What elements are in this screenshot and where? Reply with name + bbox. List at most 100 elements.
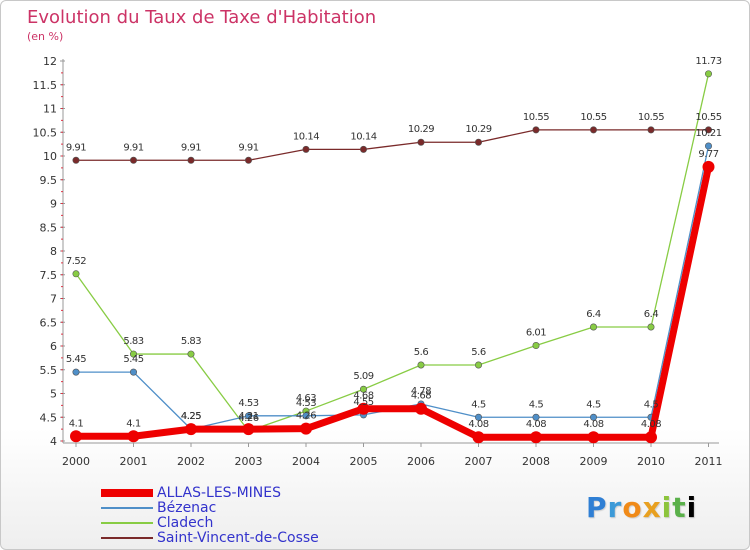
chart-title: Evolution du Taux de Taxe d'Habitation: [27, 7, 377, 28]
data-label: 11.73: [695, 56, 721, 67]
y-tick-label: 5.5: [40, 364, 58, 377]
data-label: 4.25: [181, 411, 201, 422]
data-label: 4.53: [238, 398, 258, 409]
data-point: [645, 431, 657, 444]
y-tick-label: 9.5: [40, 174, 58, 187]
data-label: 4.5: [586, 399, 601, 410]
x-tick-label: 2010: [637, 455, 665, 468]
data-point: [532, 126, 540, 134]
series-line-3: [75, 129, 710, 161]
data-label: 5.09: [353, 371, 373, 382]
legend-item-saint-vincent-de-cosse: Saint-Vincent-de-Cosse: [101, 530, 319, 546]
data-label: 6.01: [526, 328, 546, 339]
data-label: 5.45: [66, 354, 86, 365]
data-label: 4.08: [468, 419, 488, 430]
data-label: 10.14: [293, 131, 319, 142]
data-label: 6.4: [644, 309, 659, 320]
data-point: [589, 323, 597, 331]
legend-swatch: [101, 522, 153, 524]
data-label: 4.68: [411, 391, 431, 402]
data-point: [704, 142, 712, 150]
data-point: [589, 126, 597, 134]
data-point: [187, 350, 195, 358]
data-point: [417, 138, 425, 146]
x-tick-label: 2002: [177, 455, 205, 468]
y-tick-label: 11: [43, 103, 57, 116]
data-point: [357, 402, 370, 415]
data-point: [647, 323, 655, 331]
data-label: 9.77: [698, 149, 718, 160]
data-point: [647, 126, 655, 134]
legend-label: Cladech: [157, 515, 214, 531]
data-point: [359, 385, 367, 393]
data-point: [185, 423, 197, 436]
x-tick-label: 2003: [235, 455, 263, 468]
data-point: [530, 431, 542, 444]
x-tick-label: 2005: [350, 455, 378, 468]
data-label: 7.52: [66, 256, 86, 267]
data-point: [72, 156, 80, 164]
data-label: 4.5: [471, 399, 486, 410]
data-label: 4.53: [296, 398, 316, 409]
data-label: 10.21: [695, 128, 721, 139]
data-point: [72, 270, 80, 278]
data-point: [302, 145, 310, 153]
legend-label: Bézenac: [157, 500, 217, 516]
data-point: [702, 160, 715, 173]
data-label: 10.14: [350, 131, 376, 142]
data-label: 10.55: [638, 112, 664, 123]
y-tick-label: 12: [43, 55, 57, 68]
legend-item-allas-les-mines: ALLAS-LES-MINES: [101, 485, 281, 501]
data-point: [474, 413, 482, 421]
y-tick-label: 8.5: [40, 221, 58, 234]
data-label: 10.29: [465, 124, 491, 135]
brand-logo: Proxiti: [586, 491, 698, 524]
y-tick-label: 9: [50, 198, 57, 211]
x-tick-label: 2011: [695, 455, 723, 468]
data-point: [704, 126, 712, 134]
data-label: 4.5: [644, 399, 659, 410]
data-point: [589, 413, 597, 421]
y-tick-label: 7.5: [40, 269, 58, 282]
x-tick-label: 2009: [580, 455, 608, 468]
y-tick-label: 5: [50, 388, 57, 401]
data-label: 4.78: [411, 386, 431, 397]
data-label: 4.1: [69, 418, 84, 429]
data-point: [472, 431, 485, 444]
data-point: [359, 145, 367, 153]
data-point: [130, 156, 138, 164]
data-point: [300, 422, 312, 435]
data-label: 4.21: [238, 411, 258, 422]
data-label: 10.55: [695, 112, 721, 123]
data-point: [417, 361, 425, 369]
y-tick-label: 6: [50, 340, 57, 353]
data-label: 10.55: [580, 112, 606, 123]
data-point: [245, 412, 253, 420]
data-label: 4.26: [296, 411, 316, 422]
legend-label: ALLAS-LES-MINES: [157, 485, 282, 501]
data-label: 9.91: [181, 142, 201, 153]
data-label: 10.29: [408, 124, 434, 135]
data-label: 5.45: [123, 354, 143, 365]
data-label: 10.55: [523, 112, 549, 123]
data-label: 4.68: [353, 391, 373, 402]
data-label: 4.63: [296, 393, 316, 404]
data-label: 5.83: [181, 336, 201, 347]
data-point: [474, 138, 482, 146]
data-point: [704, 70, 712, 78]
x-tick-label: 2004: [292, 455, 320, 468]
x-tick-label: 2006: [407, 455, 435, 468]
y-tick-label: 11.5: [33, 79, 58, 92]
data-label: 4.25: [181, 411, 201, 422]
y-tick-label: 8: [50, 245, 57, 258]
unit-label: (en %): [27, 30, 64, 43]
data-label: 4.08: [583, 419, 603, 430]
legend-swatch: [101, 537, 153, 539]
data-point: [130, 368, 138, 376]
y-tick-label: 4.5: [40, 411, 58, 424]
legend-swatch: [101, 507, 153, 509]
y-tick-label: 4: [50, 435, 57, 448]
data-point: [70, 430, 82, 443]
